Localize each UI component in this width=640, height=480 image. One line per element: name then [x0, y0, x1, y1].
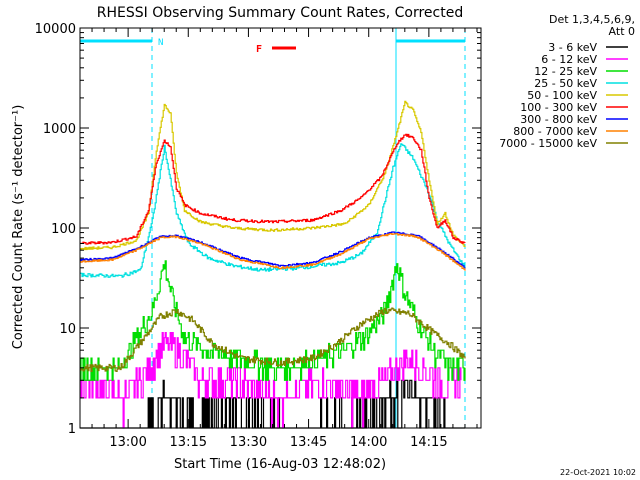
legend-label: 6 - 12 keV [541, 53, 597, 66]
x-tick-label: 13:00 [109, 435, 146, 450]
series-line [80, 332, 462, 429]
series-line [80, 231, 466, 269]
legend-label: 50 - 100 keV [527, 89, 597, 102]
x-tick-label: 13:15 [170, 435, 207, 450]
series-line [80, 143, 466, 278]
x-axis-label: Start Time (16-Aug-03 12:48:02) [174, 457, 386, 472]
legend-header-line: Att 0 [609, 25, 635, 38]
y-tick-label: 10 [59, 322, 76, 337]
y-tick-label: 1000 [43, 122, 76, 137]
legend-label: 25 - 50 keV [534, 77, 597, 90]
series-line [80, 100, 466, 251]
legend-label: 7000 - 15000 keV [499, 137, 597, 150]
y-tick-label: 100 [51, 222, 76, 237]
y-axis-label: Corrected Count Rate (s⁻¹ detector⁻¹) [11, 105, 26, 350]
series-line [80, 260, 466, 381]
y-tick-label: 10000 [35, 22, 76, 37]
footer-date: 22-Oct-2021 10:02 [560, 468, 636, 477]
x-tick-label: 14:00 [350, 435, 387, 450]
night-label: N [158, 38, 163, 48]
x-tick-label: 13:45 [290, 435, 327, 450]
legend-header: Det 1,3,4,5,6,9,Att 0 [549, 13, 635, 38]
x-tick-label: 13:30 [230, 435, 267, 450]
series-line [80, 133, 466, 245]
series-line [80, 307, 466, 372]
axes: 1 10 100 1000 10000 13:00 13:15 13:30 13:45 14:00… [35, 22, 482, 450]
series-line [80, 233, 466, 271]
legend-label: 800 - 7000 keV [513, 125, 597, 138]
legend-label: 3 - 6 keV [548, 41, 597, 54]
flare-label: F [256, 44, 262, 55]
plot-area: NF [80, 28, 466, 429]
legend-header-line: Det 1,3,4,5,6,9, [549, 13, 635, 26]
legend-label: 100 - 300 keV [520, 101, 597, 114]
legend-label: 12 - 25 keV [534, 65, 597, 78]
legend-label: 300 - 800 keV [520, 113, 597, 126]
y-tick-label: 1 [68, 422, 76, 437]
chart-title: RHESSI Observing Summary Count Rates, Co… [97, 5, 463, 21]
x-tick-label: 14:15 [410, 435, 447, 450]
